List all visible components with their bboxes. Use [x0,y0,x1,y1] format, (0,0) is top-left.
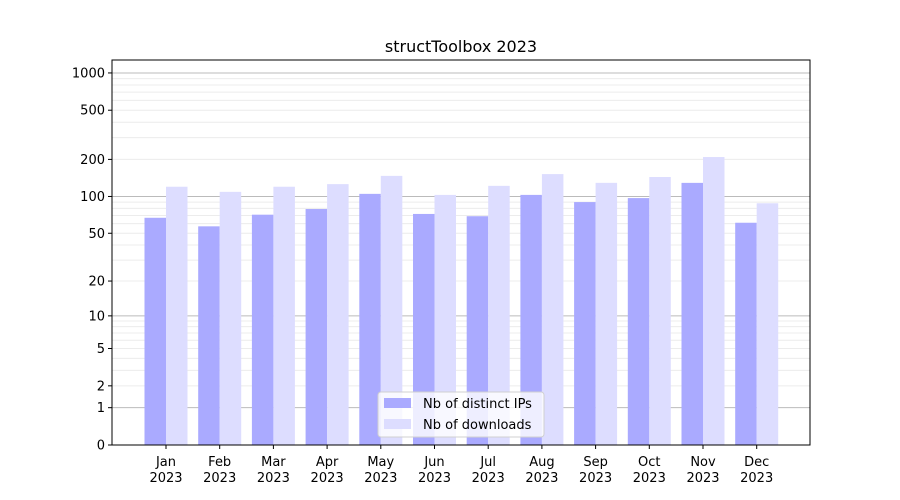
bar-distinct-ips [735,222,757,445]
x-tick-label: Jan 2023 [149,455,182,486]
bar-downloads [380,175,403,445]
x-tick-label-line: 2023 [740,471,773,486]
x-tick-label-line: 2023 [633,471,666,486]
bar-downloads [595,182,618,445]
x-tick-label-line: Mar [261,455,286,470]
x-tick-label-line: 2023 [472,471,505,486]
bar-distinct-ips [198,226,220,445]
y-tick-label: 5 [97,342,105,357]
x-tick-label-line: Apr [316,455,339,470]
y-tick-label: 10 [88,309,105,324]
bar-distinct-ips [305,209,328,445]
bar-distinct-ips [520,194,542,445]
x-tick-label-line: 2023 [418,471,451,486]
bar-distinct-ips [413,213,435,445]
bar-downloads [488,185,510,446]
y-tick-label: 2 [97,379,105,394]
y-tick-label: 500 [80,104,105,119]
legend-swatch [384,398,411,408]
bar-distinct-ips [359,193,381,445]
x-tick-label: Aug 2023 [525,455,558,486]
x-tick-label-line: Oct [638,455,660,470]
x-tick-label-line: Jun [423,455,444,470]
bar-distinct-ips [466,216,489,445]
legend-label: Nb of distinct IPs [423,397,532,412]
x-tick-label-line: 2023 [203,471,236,486]
bar-downloads [166,186,188,445]
y-tick-label: 0 [97,439,105,454]
y-tick-label: 50 [88,227,105,242]
x-tick-label-line: 2023 [257,471,290,486]
x-tick-label-line: Aug [529,455,554,470]
legend: Nb of distinct IPs Nb of downloads [377,391,545,438]
y-tick-label: 1 [97,401,105,416]
x-tick-label: Mar 2023 [257,455,290,486]
x-tick-label: Sep 2023 [579,455,612,486]
y-tick-label: 20 [88,275,105,290]
x-tick-label-line: Jul [479,455,496,470]
bar-distinct-ips [627,198,650,445]
x-tick-label: Jun 2023 [418,455,451,486]
x-tick-label-line: 2023 [149,471,182,486]
x-tick-label-line: 2023 [579,471,612,486]
x-tick-label: Jul 2023 [472,455,505,486]
chart-title: structToolbox 2023 [385,37,537,56]
y-tick-label: 1000 [72,66,105,81]
bar-downloads [756,203,779,445]
bar-downloads [219,191,242,445]
x-tick-label-line: 2023 [525,471,558,486]
bar-distinct-ips [681,182,703,445]
x-tick-label-line: 2023 [311,471,344,486]
x-tick-label: Apr 2023 [311,455,344,486]
x-tick-label-line: Sep [583,455,608,470]
bar-distinct-ips [251,214,274,445]
x-tick-label-line: Feb [208,455,231,470]
bar-downloads [649,176,671,446]
bar-downloads [703,157,725,445]
y-axis: 0 1 2 5 10 20 50 100 200 500 1000 [72,66,112,454]
x-tick-label-line: Dec [744,455,769,470]
x-tick-label-line: 2023 [364,471,397,486]
x-tick-label: Nov 2023 [686,455,719,486]
x-tick-label-line: 2023 [686,471,719,486]
bar-downloads [273,186,295,445]
x-tick-label: Dec 2023 [740,455,773,486]
legend-label: Nb of downloads [423,418,532,433]
y-tick-label: 200 [80,153,105,168]
x-tick-label-line: May [367,455,394,470]
legend-swatch [384,419,411,429]
bar-downloads [327,184,349,445]
bar-distinct-ips [144,217,166,445]
x-tick-label: May 2023 [364,455,397,486]
plot-frame [111,59,811,446]
x-tick-label: Oct 2023 [633,455,666,486]
x-tick-label-line: Nov [690,455,716,470]
bars [144,157,779,446]
bar-downloads [434,194,456,445]
y-tick-label: 100 [80,190,105,205]
legend-box [377,391,545,438]
x-tick-label-line: Jan [155,455,176,470]
bar-downloads [541,174,564,445]
bar-distinct-ips [574,202,596,445]
x-tick-label: Feb 2023 [203,455,236,486]
